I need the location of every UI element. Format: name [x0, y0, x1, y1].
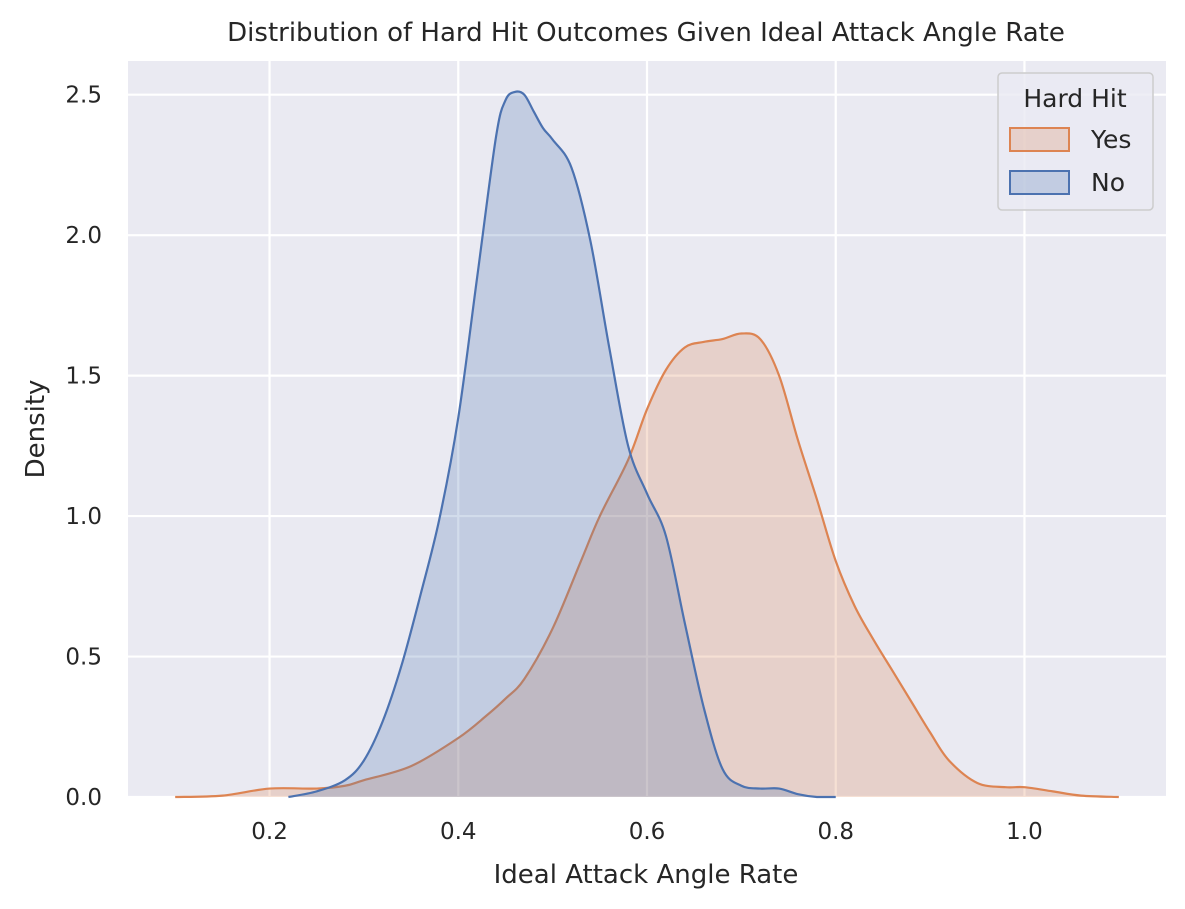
legend-box — [997, 72, 1154, 211]
y-axis-label: Density — [21, 380, 51, 479]
legend-label-yes: Yes — [1090, 125, 1131, 154]
x-tick-label-2: 0.6 — [629, 819, 666, 845]
density-line-yes — [175, 332, 1119, 799]
x-axis-ticks: 0.2 0.4 0.6 0.8 1.0 — [251, 819, 1042, 845]
chart-title: Distribution of Hard Hit Outcomes Given … — [227, 18, 1065, 48]
y-tick-label-3: 1.5 — [65, 364, 102, 390]
x-axis-label: Ideal Attack Angle Rate — [494, 860, 799, 890]
x-tick-label-4: 1.0 — [1006, 819, 1043, 845]
grid-lines — [128, 61, 1166, 799]
density-area-yes — [175, 333, 1119, 797]
legend-title: Hard Hit — [1023, 84, 1127, 113]
legend-swatch-yes — [1009, 127, 1070, 152]
y-axis-ticks: 0.0 0.5 1.0 1.5 2.0 2.5 — [65, 83, 102, 811]
series-layer — [175, 90, 1119, 799]
y-tick-label-1: 0.5 — [65, 645, 102, 671]
x-tick-label-3: 0.8 — [817, 819, 854, 845]
y-tick-label-2: 1.0 — [65, 504, 102, 530]
x-tick-label-1: 0.4 — [440, 819, 477, 845]
y-tick-label-5: 2.5 — [65, 83, 102, 109]
y-tick-label-0: 0.0 — [65, 785, 102, 811]
density-line-no — [288, 90, 836, 799]
legend: Hard Hit Yes No — [997, 72, 1154, 211]
x-tick-label-0: 0.2 — [251, 819, 288, 845]
density-area-no — [288, 91, 836, 798]
legend-label-no: No — [1091, 168, 1125, 197]
legend-swatch-no — [1009, 170, 1070, 195]
y-tick-label-4: 2.0 — [65, 223, 102, 249]
